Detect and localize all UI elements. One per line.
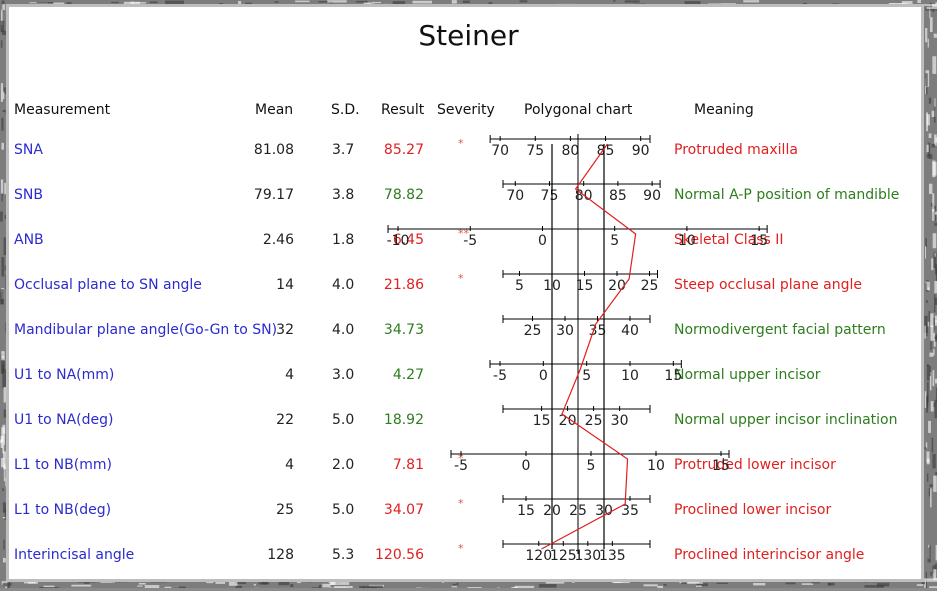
severity-mark: *: [458, 450, 464, 468]
mean-value: 79.17: [254, 186, 294, 204]
severity-mark: *: [458, 495, 464, 513]
header-severity: Severity: [437, 102, 495, 118]
table-row: U1 to NA(mm) 4 3.0 4.27 Normal upper incisor: [0, 366, 937, 411]
mean-value: 81.08: [254, 141, 294, 159]
sd-value: 5.0: [332, 411, 354, 429]
measurement-link[interactable]: Interincisal angle: [14, 546, 134, 564]
header-measurement: Measurement: [14, 102, 110, 118]
header-polygonal-chart: Polygonal chart: [524, 102, 632, 118]
meaning-text: Skeletal Class II: [674, 231, 784, 249]
page-title: Steiner: [0, 19, 937, 52]
result-value: 34.07: [384, 501, 424, 519]
mean-value: 4: [285, 366, 294, 384]
measurement-link[interactable]: L1 to NB(deg): [14, 501, 111, 519]
sd-value: 1.8: [332, 231, 354, 249]
result-value: 78.82: [384, 186, 424, 204]
sd-value: 3.8: [332, 186, 354, 204]
table-row: U1 to NA(deg) 22 5.0 18.92 Normal upper inci…: [0, 411, 937, 456]
meaning-text: Protruded maxilla: [674, 141, 798, 159]
result-value: 7.81: [393, 456, 424, 474]
table-row: Mandibular plane angle(Go-Gn to SN)32 4.0…: [0, 321, 937, 366]
header-sd: S.D.: [331, 102, 360, 118]
meaning-text: Protruded lower incisor: [674, 456, 836, 474]
sd-value: 5.3: [332, 546, 354, 564]
measurement-link[interactable]: Mandibular plane angle(Go-Gn to SN): [14, 321, 277, 339]
header-meaning: Meaning: [694, 102, 754, 118]
sd-value: 3.0: [332, 366, 354, 384]
measurement-link[interactable]: L1 to NB(mm): [14, 456, 112, 474]
mean-value: 14: [276, 276, 294, 294]
mean-value: 128: [267, 546, 294, 564]
mean-value: 32: [276, 321, 294, 339]
mean-value: 22: [276, 411, 294, 429]
severity-mark: *: [458, 540, 464, 558]
mean-value: 4: [285, 456, 294, 474]
measurement-link[interactable]: SNA: [14, 141, 43, 159]
meaning-text: Normal upper incisor inclination: [674, 411, 898, 429]
measurement-link[interactable]: ANB: [14, 231, 44, 249]
sd-value: 4.0: [332, 276, 354, 294]
sd-value: 4.0: [332, 321, 354, 339]
severity-mark: *: [458, 270, 464, 288]
header-result: Result: [381, 102, 424, 118]
result-value: 6.45: [393, 231, 424, 249]
meaning-text: Normal A-P position of mandible: [674, 186, 899, 204]
result-value: 85.27: [384, 141, 424, 159]
result-value: 21.86: [384, 276, 424, 294]
meaning-text: Normal upper incisor: [674, 366, 821, 384]
meaning-text: Proclined interincisor angle: [674, 546, 864, 564]
measurement-link[interactable]: U1 to NA(deg): [14, 411, 113, 429]
sd-value: 2.0: [332, 456, 354, 474]
meaning-text: Proclined lower incisor: [674, 501, 831, 519]
mean-value: 2.46: [263, 231, 294, 249]
measurement-link[interactable]: Occlusal plane to SN angle: [14, 276, 202, 294]
meaning-text: Normodivergent facial pattern: [674, 321, 886, 339]
result-value: 34.73: [384, 321, 424, 339]
header-mean: Mean: [255, 102, 293, 118]
mean-value: 25: [276, 501, 294, 519]
result-value: 120.56: [375, 546, 424, 564]
result-value: 4.27: [393, 366, 424, 384]
sd-value: 5.0: [332, 501, 354, 519]
sd-value: 3.7: [332, 141, 354, 159]
severity-mark: **: [458, 225, 469, 243]
meaning-text: Steep occlusal plane angle: [674, 276, 862, 294]
measurement-link[interactable]: U1 to NA(mm): [14, 366, 114, 384]
measurement-link[interactable]: SNB: [14, 186, 43, 204]
result-value: 18.92: [384, 411, 424, 429]
severity-mark: *: [458, 135, 464, 153]
